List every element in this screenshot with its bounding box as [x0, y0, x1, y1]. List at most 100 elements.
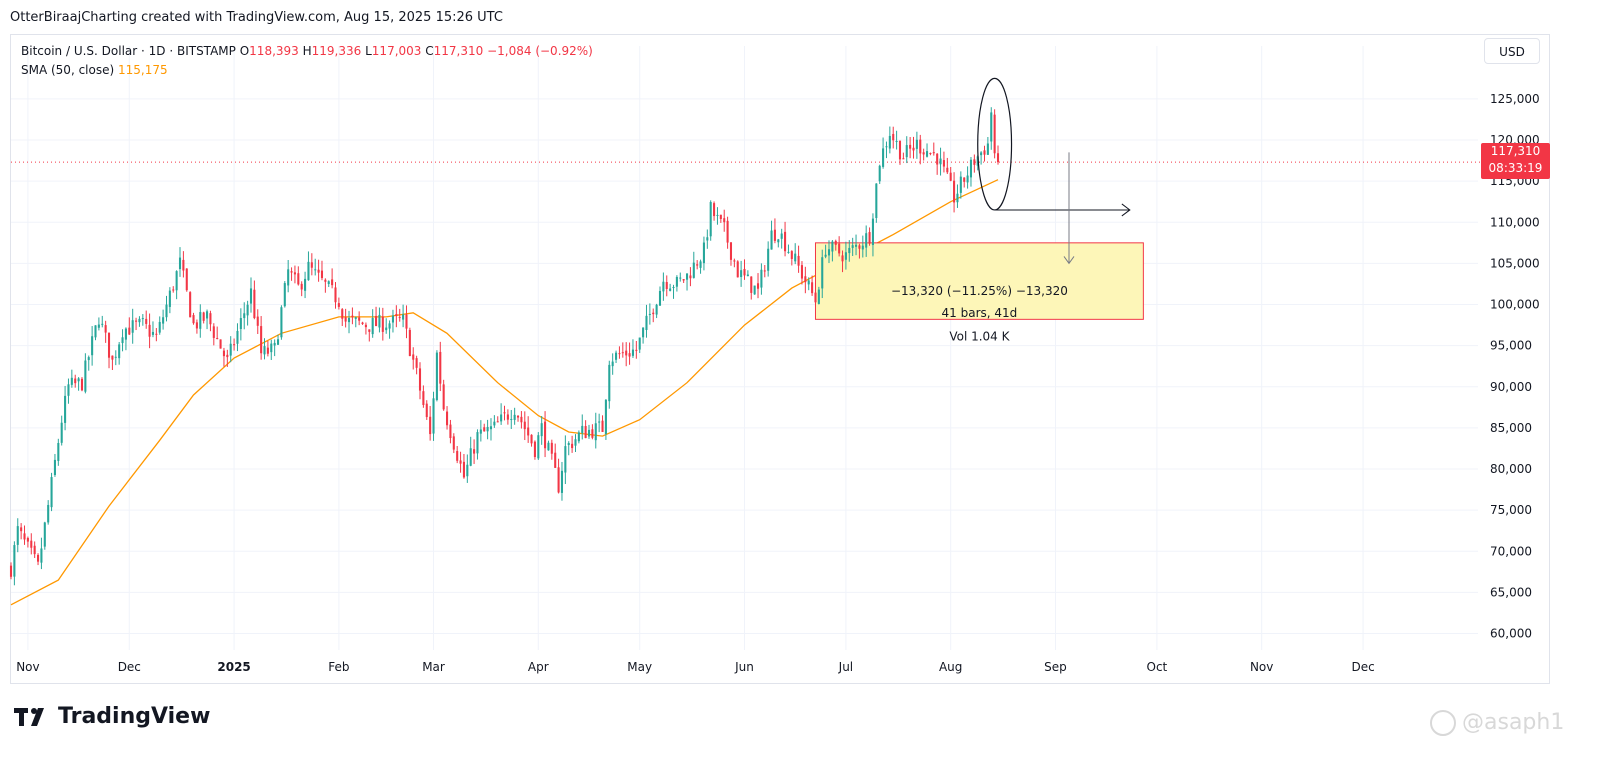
tradingview-logo-icon	[14, 707, 44, 726]
candle-body-up	[716, 214, 719, 216]
candle-body-up	[327, 281, 330, 285]
candle-body-down	[936, 153, 939, 165]
candle-body-down	[226, 354, 229, 358]
candle-body-down	[9, 565, 13, 577]
candle-body-down	[395, 313, 398, 317]
candle-body-up	[577, 432, 580, 442]
candle-body-up	[486, 426, 489, 432]
chart-caption: OtterBiraajCharting created with Trading…	[10, 10, 503, 25]
candle-body-down	[557, 467, 560, 493]
candle-body-down	[841, 255, 844, 262]
candle-body-down	[128, 327, 131, 335]
candle-body-down	[375, 315, 378, 327]
candle-body-up	[243, 313, 246, 319]
candle-body-down	[172, 289, 175, 291]
candle-body-down	[665, 282, 668, 289]
candle-body-up	[94, 325, 97, 338]
candle-body-down	[689, 275, 692, 279]
candle-body-down	[996, 153, 1000, 163]
candle-body-up	[114, 356, 117, 358]
candle-body-up	[560, 470, 564, 493]
y-tick-label: 110,000	[1490, 215, 1540, 229]
candle-body-down	[726, 220, 729, 243]
measure-box[interactable]	[814, 242, 1144, 320]
candle-body-down	[635, 349, 638, 351]
candle-body-down	[811, 282, 814, 294]
candle-body-down	[442, 384, 445, 410]
candle-body-down	[912, 147, 915, 151]
y-tick-label: 95,000	[1490, 339, 1532, 353]
candle-body-down	[544, 421, 547, 449]
candle-body-down	[571, 443, 574, 449]
last-price: 117,310	[1490, 144, 1541, 158]
candle-body-down	[256, 316, 259, 326]
x-tick-label: Apr	[528, 660, 549, 674]
candle-body-up	[466, 464, 469, 477]
candle-body-down	[23, 533, 26, 540]
axes: 60,000 65,000 70,000 75,000 80,000 85,000 90,0…	[16, 92, 1539, 674]
candle-body-down	[621, 352, 624, 354]
x-tick-label: Jun	[734, 660, 754, 674]
sma-label: SMA (50, close)	[21, 63, 115, 77]
candle-body-up	[631, 349, 634, 356]
candle-body-down	[233, 344, 236, 346]
close-label: C	[425, 44, 434, 58]
candle-body-down	[790, 251, 793, 259]
watermark: @asaph1	[1430, 710, 1564, 736]
candle-body-down	[946, 167, 949, 173]
candle-body-up	[314, 269, 317, 271]
candle-body-down	[858, 245, 861, 249]
candle-body-up	[141, 318, 144, 320]
tradingview-brand[interactable]: TradingView	[14, 704, 210, 729]
candle-body-up	[702, 242, 705, 264]
candle-body-up	[236, 330, 239, 344]
candle-body-up	[692, 262, 695, 278]
candle-body-down	[209, 313, 212, 325]
open-label: O	[239, 44, 250, 58]
candle-body-down	[202, 312, 205, 321]
candle-body-down	[182, 259, 185, 271]
annotations[interactable]	[977, 77, 1131, 265]
candle-body-down	[892, 133, 895, 141]
candle-body-down	[351, 315, 354, 318]
candle-body-down	[696, 264, 699, 266]
candle-body-up	[679, 277, 682, 279]
x-tick-label: Aug	[939, 660, 962, 674]
candle-body-up	[969, 159, 973, 178]
candle-body-up	[662, 281, 665, 292]
candle-body-up	[385, 327, 388, 331]
candle-body-up	[685, 273, 689, 280]
chart-legend[interactable]: Bitcoin / U.S. Dollar · 1D · BITSTAMP O1…	[21, 42, 593, 80]
candle-body-up	[121, 337, 124, 344]
candle-body-up	[895, 141, 898, 143]
candle-body-down	[963, 177, 966, 182]
candle-body-down	[456, 451, 459, 461]
candle-body-down	[929, 153, 932, 155]
candle-body-up	[794, 253, 797, 262]
candle-body-up	[648, 313, 651, 315]
candle-body-down	[723, 218, 726, 223]
candle-body-down	[418, 368, 422, 391]
candle-body-up	[956, 193, 959, 203]
y-tick-label: 100,000	[1490, 298, 1540, 312]
candle-body-up	[567, 443, 570, 446]
measure-layer[interactable]: −13,320 (−11.25%) −13,320 41 bars, 41d Vol…	[814, 242, 1144, 343]
candle-body-down	[729, 242, 733, 260]
candle-body-up	[740, 270, 743, 278]
candle-body-down	[293, 272, 296, 275]
brand-name: TradingView	[58, 704, 211, 729]
candle-body-down	[506, 414, 509, 420]
candle-body-down	[260, 326, 263, 354]
currency-button[interactable]: USD	[1484, 38, 1540, 64]
candle-body-down	[483, 427, 486, 432]
candle-body-up	[604, 399, 607, 435]
candle-body-down	[107, 332, 111, 358]
candle-body-down	[797, 255, 800, 266]
candle-body-up	[97, 324, 100, 328]
candle-body-down	[919, 139, 922, 154]
candle-body-up	[645, 315, 648, 331]
candle-body-down	[530, 434, 533, 444]
price-chart[interactable]: −13,320 (−11.25%) −13,320 41 bars, 41d Vol…	[0, 0, 1600, 700]
low-label: L	[365, 44, 372, 58]
candle-body-down	[425, 403, 428, 418]
